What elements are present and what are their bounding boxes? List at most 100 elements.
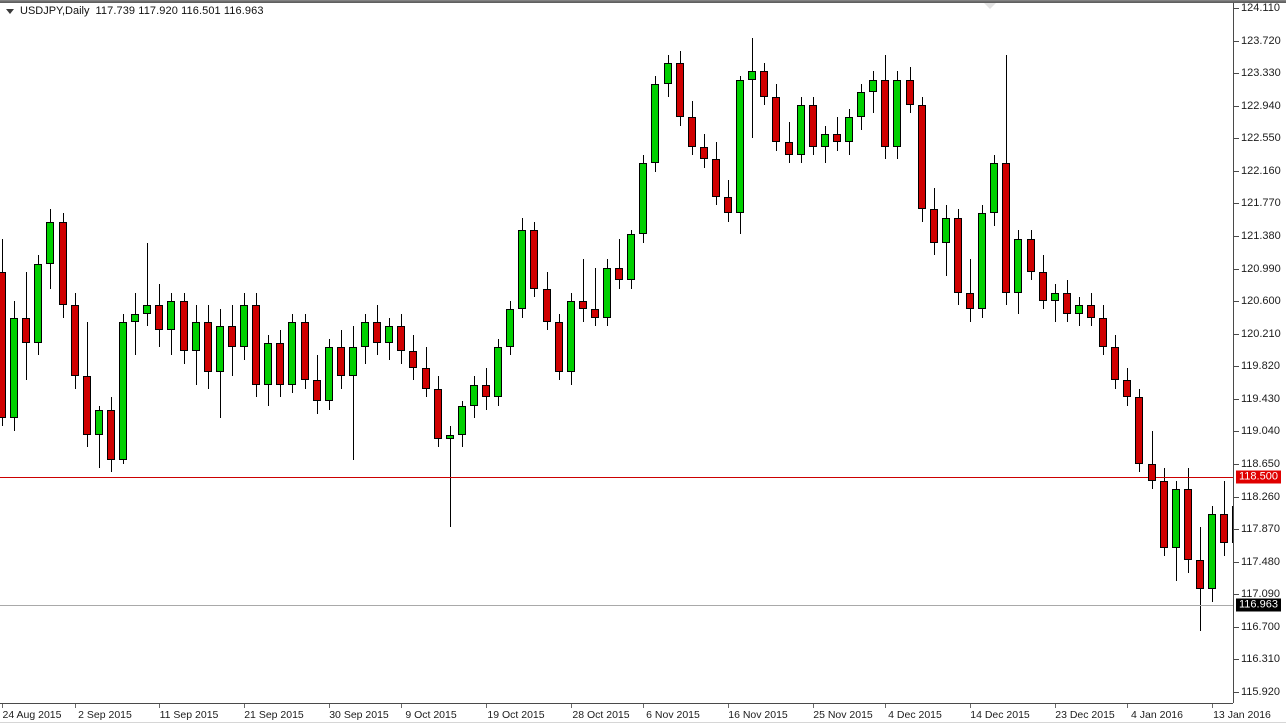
candle-body[interactable]	[1208, 514, 1216, 590]
candle-body[interactable]	[1196, 560, 1204, 590]
candle-body[interactable]	[688, 117, 696, 147]
candle-body[interactable]	[155, 305, 163, 331]
candle-body[interactable]	[71, 305, 79, 377]
candle-body[interactable]	[627, 234, 635, 281]
candle-body[interactable]	[434, 388, 442, 439]
candle-body[interactable]	[857, 92, 865, 118]
chevron-down-icon[interactable]	[6, 8, 14, 14]
candle-body[interactable]	[821, 134, 829, 147]
candle-body[interactable]	[1232, 505, 1233, 544]
candle-body[interactable]	[313, 380, 321, 402]
candle-body[interactable]	[325, 347, 333, 402]
candle-body[interactable]	[385, 326, 393, 343]
candle-body[interactable]	[216, 326, 224, 373]
candle-body[interactable]	[591, 309, 599, 318]
candle-body[interactable]	[1002, 163, 1010, 293]
candle-body[interactable]	[942, 217, 950, 243]
candle-body[interactable]	[1172, 489, 1180, 548]
candle-body[interactable]	[107, 409, 115, 460]
candle-body[interactable]	[1160, 480, 1168, 548]
candle-body[interactable]	[1099, 317, 1107, 348]
candle-body[interactable]	[95, 409, 103, 435]
candle-body[interactable]	[1135, 397, 1143, 464]
candle-body[interactable]	[458, 405, 466, 435]
candle-body[interactable]	[131, 313, 139, 322]
candle-body[interactable]	[543, 288, 551, 323]
candle-body[interactable]	[83, 376, 91, 435]
candle-body[interactable]	[990, 163, 998, 214]
candle-body[interactable]	[893, 79, 901, 147]
candle-body[interactable]	[422, 367, 430, 389]
candle-body[interactable]	[724, 196, 732, 214]
current-price-line[interactable]	[0, 604, 1233, 606]
candle-body[interactable]	[797, 104, 805, 155]
candle-body[interactable]	[869, 79, 877, 93]
candle-body[interactable]	[1051, 292, 1059, 302]
candle-body[interactable]	[22, 317, 30, 343]
candle-body[interactable]	[0, 271, 6, 419]
candle-body[interactable]	[143, 305, 151, 314]
candle-body[interactable]	[639, 163, 647, 235]
candle-body[interactable]	[1014, 238, 1022, 293]
candle-body[interactable]	[1220, 514, 1228, 544]
candle-body[interactable]	[1148, 464, 1156, 481]
candle-body[interactable]	[252, 305, 260, 385]
support-level-badge[interactable]: 118.500	[1236, 470, 1281, 484]
candle-body[interactable]	[240, 305, 248, 348]
candle-body[interactable]	[1063, 292, 1071, 314]
candle-body[interactable]	[337, 347, 345, 377]
candle-body[interactable]	[906, 79, 914, 105]
candle-body[interactable]	[736, 79, 744, 214]
candle-body[interactable]	[700, 146, 708, 160]
candle-body[interactable]	[676, 63, 684, 118]
candle-body[interactable]	[567, 301, 575, 373]
candle-body[interactable]	[361, 322, 369, 348]
candle-body[interactable]	[1075, 305, 1083, 314]
candle-body[interactable]	[518, 230, 526, 310]
candle-body[interactable]	[180, 301, 188, 352]
candle-body[interactable]	[809, 104, 817, 147]
candle-body[interactable]	[34, 263, 42, 343]
candle-body[interactable]	[651, 84, 659, 164]
candle-body[interactable]	[1087, 305, 1095, 318]
candle-body[interactable]	[615, 267, 623, 281]
candle-body[interactable]	[1039, 271, 1047, 302]
candle-body[interactable]	[918, 104, 926, 210]
candle-body[interactable]	[167, 301, 175, 331]
candle-body[interactable]	[833, 134, 841, 143]
candle-body[interactable]	[772, 96, 780, 143]
candle-body[interactable]	[748, 71, 756, 80]
candle-body[interactable]	[409, 351, 417, 368]
candle-body[interactable]	[930, 209, 938, 243]
candle-body[interactable]	[506, 309, 514, 348]
candle-body[interactable]	[555, 322, 563, 373]
candle-body[interactable]	[192, 322, 200, 352]
candle-body[interactable]	[228, 326, 236, 348]
price-axis[interactable]: 124.110 123.720 123.330 122.940 122.550 122.1…	[1234, 2, 1286, 703]
candle-body[interactable]	[288, 322, 296, 385]
candle-body[interactable]	[712, 159, 720, 197]
candle-body[interactable]	[664, 63, 672, 84]
candle-body[interactable]	[46, 221, 54, 264]
candle-body[interactable]	[845, 117, 853, 143]
candle-body[interactable]	[1123, 380, 1131, 398]
candle-body[interactable]	[603, 267, 611, 318]
candle-body[interactable]	[494, 347, 502, 398]
current-price-badge[interactable]: 116.963	[1236, 598, 1281, 612]
candle-body[interactable]	[978, 213, 986, 310]
candle-body[interactable]	[373, 322, 381, 343]
candle-body[interactable]	[530, 230, 538, 289]
candlestick-plot[interactable]	[0, 3, 1233, 703]
candle-body[interactable]	[1111, 347, 1119, 381]
support-line-118500[interactable]	[0, 476, 1233, 478]
candle-body[interactable]	[954, 217, 962, 293]
candle-body[interactable]	[881, 79, 889, 147]
candle-body[interactable]	[966, 292, 974, 310]
candle-body[interactable]	[397, 326, 405, 352]
candle-body[interactable]	[264, 342, 272, 385]
candle-body[interactable]	[760, 71, 768, 97]
candle-body[interactable]	[301, 322, 309, 381]
candle-body[interactable]	[276, 342, 284, 385]
candle-body[interactable]	[470, 384, 478, 406]
candle-body[interactable]	[446, 434, 454, 439]
